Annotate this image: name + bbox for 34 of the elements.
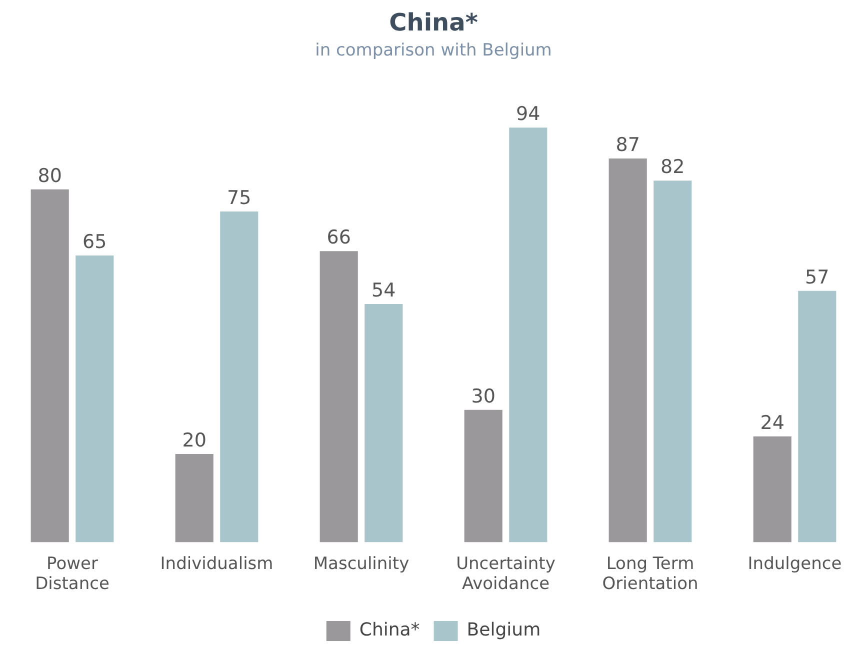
bar: [30, 189, 69, 542]
data-label: 57: [805, 266, 830, 288]
data-label: 24: [760, 412, 784, 434]
bar: [76, 256, 114, 542]
bar: [509, 128, 548, 542]
x-tick-label: Individualism: [160, 554, 274, 574]
bar: [320, 251, 358, 542]
data-label: 20: [182, 429, 206, 452]
x-tick-label: Indulgence: [748, 554, 842, 574]
legend-label: Belgium: [466, 620, 541, 641]
data-label: 54: [372, 279, 396, 302]
legend-label: China*: [359, 620, 420, 641]
data-label: 94: [516, 103, 540, 126]
bar: [608, 158, 647, 542]
bar: [220, 211, 258, 542]
bar: [364, 304, 403, 542]
data-label: 75: [227, 186, 252, 209]
bar: [175, 454, 214, 542]
bar: [798, 290, 836, 542]
data-label: 80: [38, 164, 62, 187]
x-tick-label: Power Distance: [35, 554, 110, 594]
bar: [654, 180, 692, 542]
data-label: 66: [326, 226, 351, 249]
x-tick-label: Masculinity: [313, 554, 410, 574]
x-tick-label: Long Term Orientation: [602, 554, 698, 594]
x-tick-label: Uncertainty Avoidance: [456, 554, 556, 594]
bar: [753, 436, 792, 542]
chart-title: China*: [389, 8, 478, 37]
data-label: 65: [82, 230, 107, 253]
chart-subtitle: in comparison with Belgium: [315, 40, 552, 60]
bar: [464, 410, 502, 542]
data-label: 82: [660, 156, 685, 178]
data-label: 30: [471, 385, 496, 408]
data-label: 87: [616, 134, 640, 156]
